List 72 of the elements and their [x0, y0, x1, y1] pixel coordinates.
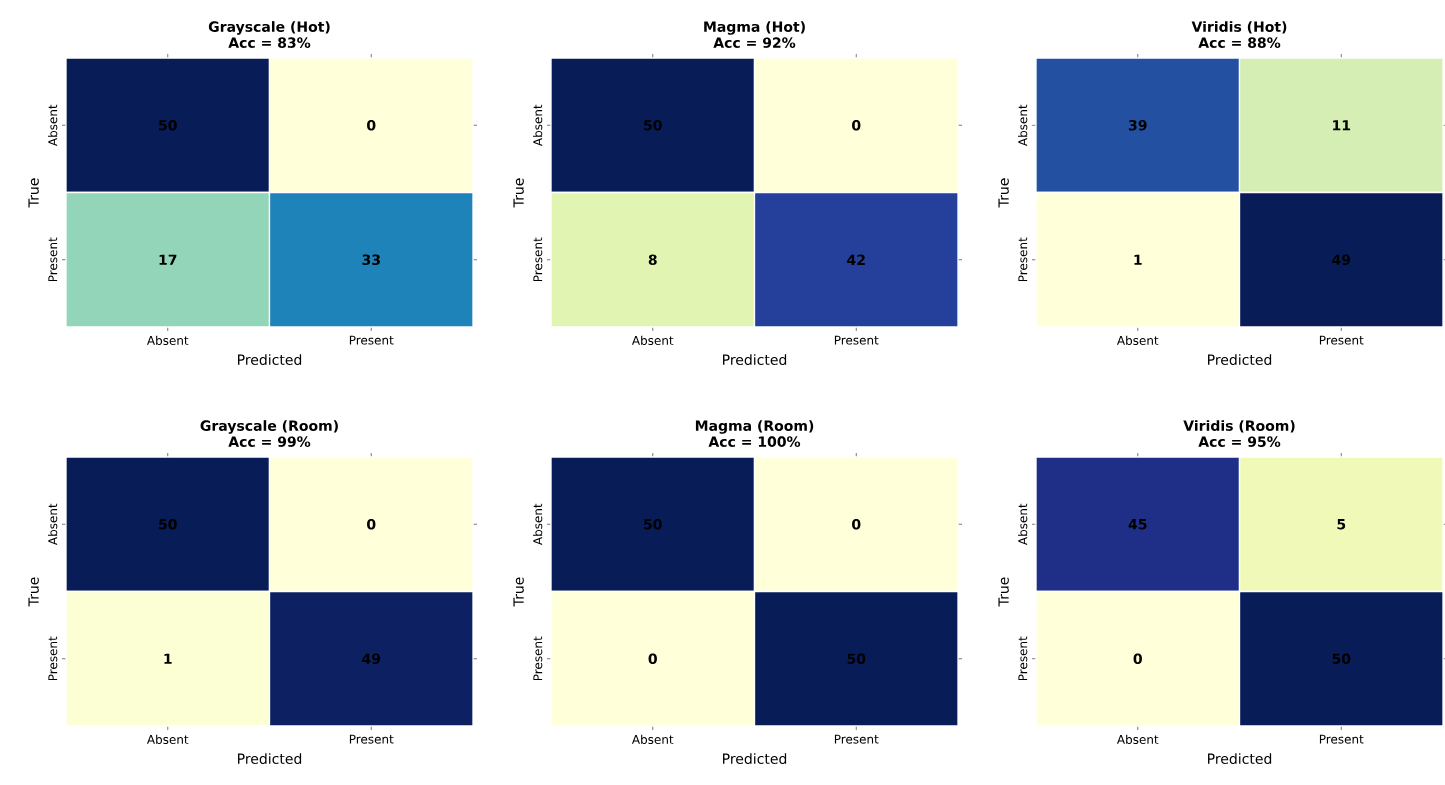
- chart-title: Viridis (Room): [1183, 420, 1295, 433]
- x-tick-label: Absent: [631, 734, 674, 744]
- data-label: 50: [644, 119, 662, 131]
- data-label: 17: [159, 254, 177, 265]
- x-tick-label: Absent: [1116, 734, 1159, 744]
- data-label: 49: [362, 653, 381, 665]
- data-label: 49: [1332, 254, 1351, 266]
- chart-title: Viridis (Hot): [1191, 21, 1287, 34]
- y-axis-title: True: [28, 178, 39, 208]
- data-label: 50: [644, 518, 662, 530]
- x-axis-title: Predicted: [1208, 753, 1272, 764]
- data-label: 11: [1333, 120, 1351, 131]
- data-label: 1: [1134, 254, 1142, 265]
- x-tick-label: Present: [1319, 335, 1364, 345]
- chart-title: Magma (Room): [695, 420, 814, 434]
- data-label: 50: [159, 518, 177, 530]
- y-tick-label: Present: [533, 237, 543, 282]
- chart-subtitle: Acc = 83%: [228, 37, 311, 48]
- x-tick-label: Absent: [631, 335, 674, 345]
- y-axis-title: True: [998, 577, 1009, 607]
- y-tick-label: Absent: [533, 503, 543, 546]
- y-axis-title: True: [998, 178, 1009, 208]
- data-label: 5: [1337, 519, 1346, 530]
- x-axis-title: Predicted: [238, 753, 302, 764]
- chart-subtitle: Acc = 92%: [713, 37, 796, 48]
- x-axis-title: Predicted: [723, 753, 787, 764]
- data-label: 50: [159, 119, 177, 131]
- chart-subtitle: Acc = 95%: [1198, 436, 1281, 447]
- y-tick-label: Absent: [1018, 503, 1028, 546]
- data-label: 1: [164, 653, 172, 664]
- data-label: 45: [1128, 519, 1147, 530]
- y-tick-label: Present: [48, 237, 58, 282]
- y-tick-label: Present: [48, 636, 58, 681]
- x-tick-label: Present: [834, 335, 879, 345]
- chart-subtitle: Acc = 99%: [228, 436, 311, 447]
- x-tick-label: Present: [1319, 734, 1364, 744]
- data-label: 0: [852, 518, 861, 530]
- y-tick-label: Absent: [533, 104, 543, 147]
- data-label: 0: [367, 119, 376, 131]
- chart-title: Grayscale (Hot): [208, 21, 330, 35]
- data-label: 50: [847, 653, 866, 665]
- y-axis-title: True: [28, 577, 39, 607]
- x-axis-title: Predicted: [1208, 354, 1272, 365]
- y-tick-label: Present: [533, 636, 543, 681]
- x-tick-label: Absent: [146, 734, 189, 744]
- x-tick-label: Present: [349, 335, 394, 345]
- data-label: 33: [362, 254, 380, 266]
- y-axis-title: True: [513, 178, 524, 208]
- x-tick-label: Present: [834, 734, 879, 744]
- chart-title: Grayscale (Room): [200, 420, 338, 434]
- x-axis-title: Predicted: [238, 354, 302, 365]
- data-label: 0: [648, 653, 657, 665]
- data-label: 0: [367, 518, 376, 530]
- x-axis-title: Predicted: [723, 354, 787, 365]
- data-label: 0: [852, 119, 861, 131]
- data-label: 39: [1128, 119, 1147, 131]
- y-tick-label: Present: [1018, 636, 1028, 681]
- y-axis-title: True: [513, 577, 524, 607]
- y-tick-label: Absent: [48, 503, 58, 546]
- data-label: 50: [1332, 653, 1351, 665]
- chart-title: Magma (Hot): [704, 21, 805, 35]
- x-tick-label: Absent: [146, 335, 189, 345]
- y-tick-label: Present: [1018, 237, 1028, 282]
- data-label: 42: [847, 254, 865, 265]
- x-tick-label: Absent: [1116, 335, 1159, 345]
- data-label: 0: [1133, 653, 1142, 665]
- chart-subtitle: Acc = 100%: [708, 436, 801, 447]
- y-tick-label: Absent: [1018, 104, 1028, 147]
- y-tick-label: Absent: [48, 104, 58, 147]
- data-label: 8: [648, 254, 657, 266]
- chart-subtitle: Acc = 88%: [1198, 37, 1281, 48]
- x-tick-label: Present: [349, 734, 394, 744]
